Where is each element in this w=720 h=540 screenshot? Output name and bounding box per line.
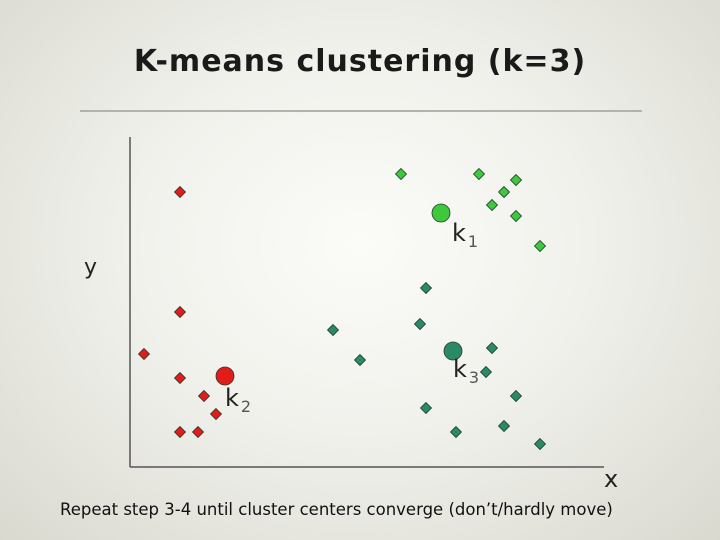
k3-data-point (326, 323, 340, 337)
k2-data-point (173, 185, 187, 199)
k1-data-point (394, 167, 408, 181)
x-axis-label: x (604, 465, 618, 493)
k1-data-point (497, 185, 511, 199)
y-axis-label: y (84, 255, 97, 280)
k3-center-marker (443, 341, 463, 361)
data-points (137, 167, 547, 451)
k3-data-point (413, 317, 427, 331)
k2-center-marker (215, 366, 235, 386)
k3-data-point (497, 419, 511, 433)
caption: Repeat step 3-4 until cluster centers co… (60, 500, 613, 519)
k1-data-point (485, 198, 499, 212)
k2-data-point (173, 371, 187, 385)
k1-data-point (472, 167, 486, 181)
k3-data-point (479, 365, 493, 379)
title-divider (80, 110, 642, 112)
slide-title: K-means clustering (k=3) (133, 44, 587, 79)
k3-data-point (419, 401, 433, 415)
k3-data-point (419, 281, 433, 295)
k2-data-point (173, 305, 187, 319)
k2-data-point (137, 347, 151, 361)
k3-data-point (353, 353, 367, 367)
k1-data-point (509, 173, 523, 187)
k1-data-point (533, 239, 547, 253)
k3-data-point (533, 437, 547, 451)
k3-data-point (509, 389, 523, 403)
k2-data-point (197, 389, 211, 403)
k2-data-point (209, 407, 223, 421)
k3-data-point (449, 425, 463, 439)
k1-center-marker (431, 203, 451, 223)
k2-data-point (191, 425, 205, 439)
cluster-centers: k 1 k 2 k 3 (215, 203, 479, 416)
k3-data-point (485, 341, 499, 355)
k2-data-point (173, 425, 187, 439)
k1-data-point (509, 209, 523, 223)
